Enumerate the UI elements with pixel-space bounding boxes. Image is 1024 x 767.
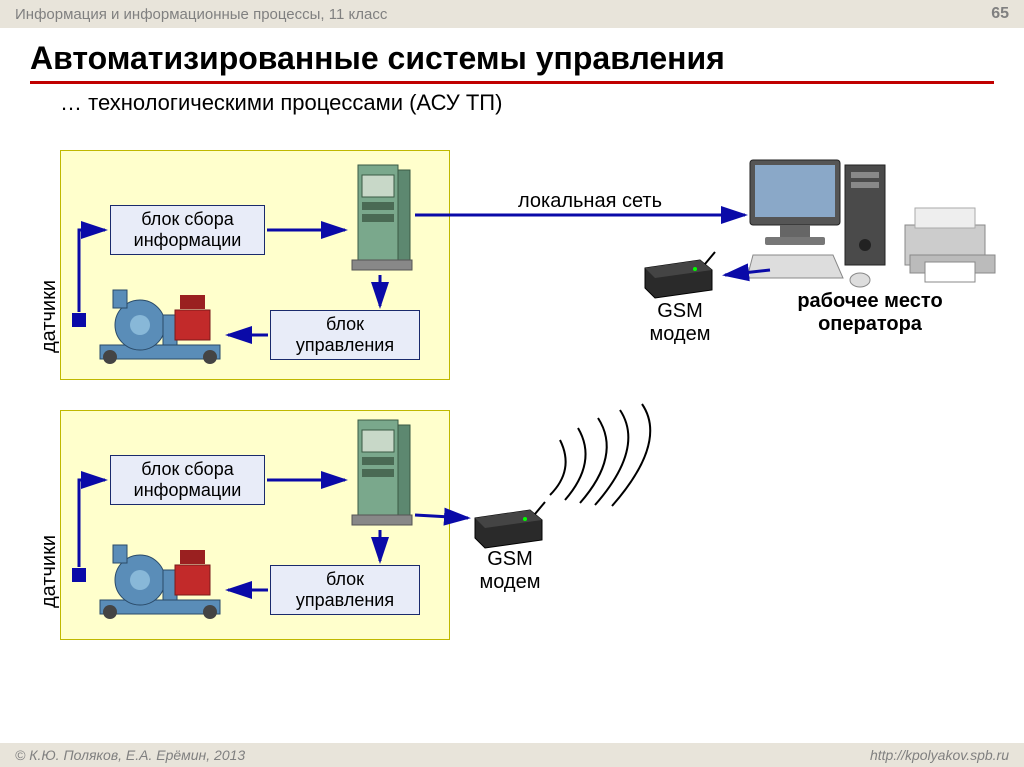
footer-bar: © К.Ю. Поляков, Е.А. Ерёмин, 2013 http:/…: [0, 743, 1024, 767]
page-subtitle: … технологическими процессами (АСУ ТП): [60, 90, 994, 116]
chapter-label: Информация и информационные процессы, 11…: [15, 6, 387, 23]
gsm-modem-label-1: GSM модем: [630, 300, 730, 346]
header-bar: Информация и информационные процессы, 11…: [0, 0, 1024, 28]
diagram-canvas: датчики датчики блок сбора информации бл…: [0, 120, 1024, 720]
page-number: 65: [991, 5, 1009, 23]
workstation-label: рабочее место оператора: [780, 290, 960, 336]
footer-url: http://kpolyakov.spb.ru: [870, 747, 1009, 763]
gsm-modem-label-2: GSM модем: [460, 548, 560, 594]
page-title: Автоматизированные системы управления: [30, 40, 994, 84]
footer-authors: © К.Ю. Поляков, Е.А. Ерёмин, 2013: [15, 747, 245, 763]
local-net-label: локальная сеть: [500, 190, 680, 213]
